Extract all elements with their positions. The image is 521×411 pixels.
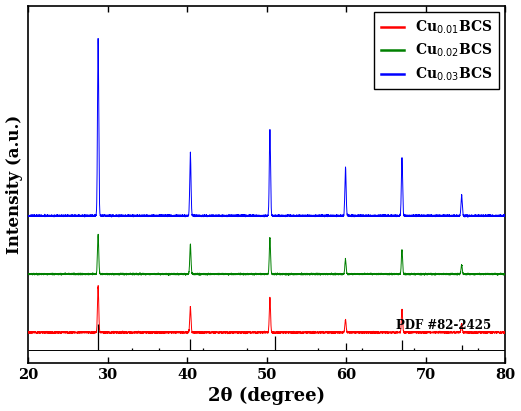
Y-axis label: Intensity (a.u.): Intensity (a.u.) [6,115,22,254]
Legend: Cu$_{0.01}$BCS, Cu$_{0.02}$BCS, Cu$_{0.03}$BCS: Cu$_{0.01}$BCS, Cu$_{0.02}$BCS, Cu$_{0.0… [374,12,499,90]
X-axis label: 2θ (degree): 2θ (degree) [208,387,325,405]
Text: PDF #82-2425: PDF #82-2425 [396,319,491,332]
